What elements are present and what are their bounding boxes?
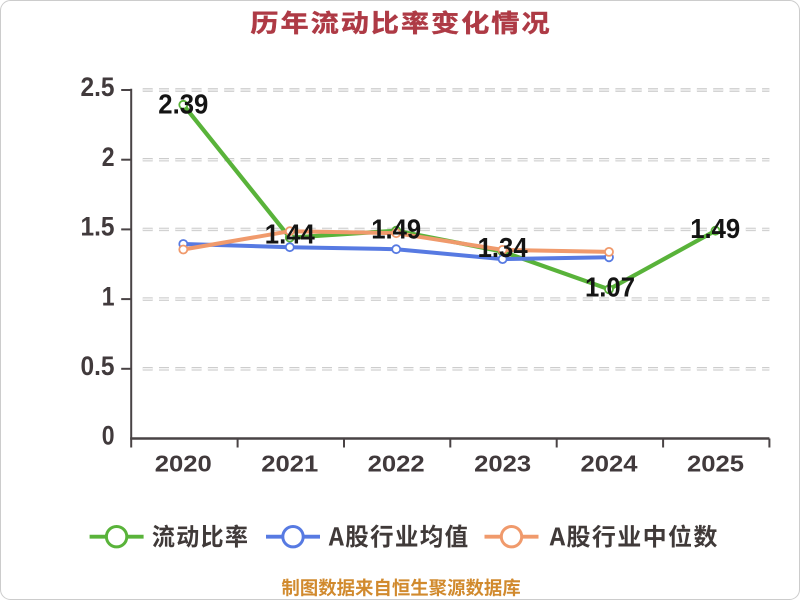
svg-text:2023: 2023 [474,451,531,477]
svg-text:2021: 2021 [261,451,318,477]
svg-text:2020: 2020 [155,451,212,477]
svg-text:2: 2 [102,142,115,172]
svg-text:1.49: 1.49 [690,212,740,244]
svg-text:2025: 2025 [687,451,744,477]
svg-text:0.5: 0.5 [81,351,115,381]
svg-text:2024: 2024 [581,451,638,477]
svg-text:2.39: 2.39 [158,88,208,120]
svg-text:1.5: 1.5 [81,212,115,242]
svg-text:1.49: 1.49 [371,213,421,245]
svg-text:1.44: 1.44 [265,218,315,250]
svg-text:1: 1 [102,282,115,312]
svg-text:1.07: 1.07 [585,271,635,303]
svg-text:1.34: 1.34 [478,231,528,263]
svg-text:0: 0 [102,421,115,451]
svg-text:2022: 2022 [368,451,425,477]
svg-text:2.5: 2.5 [81,73,115,103]
